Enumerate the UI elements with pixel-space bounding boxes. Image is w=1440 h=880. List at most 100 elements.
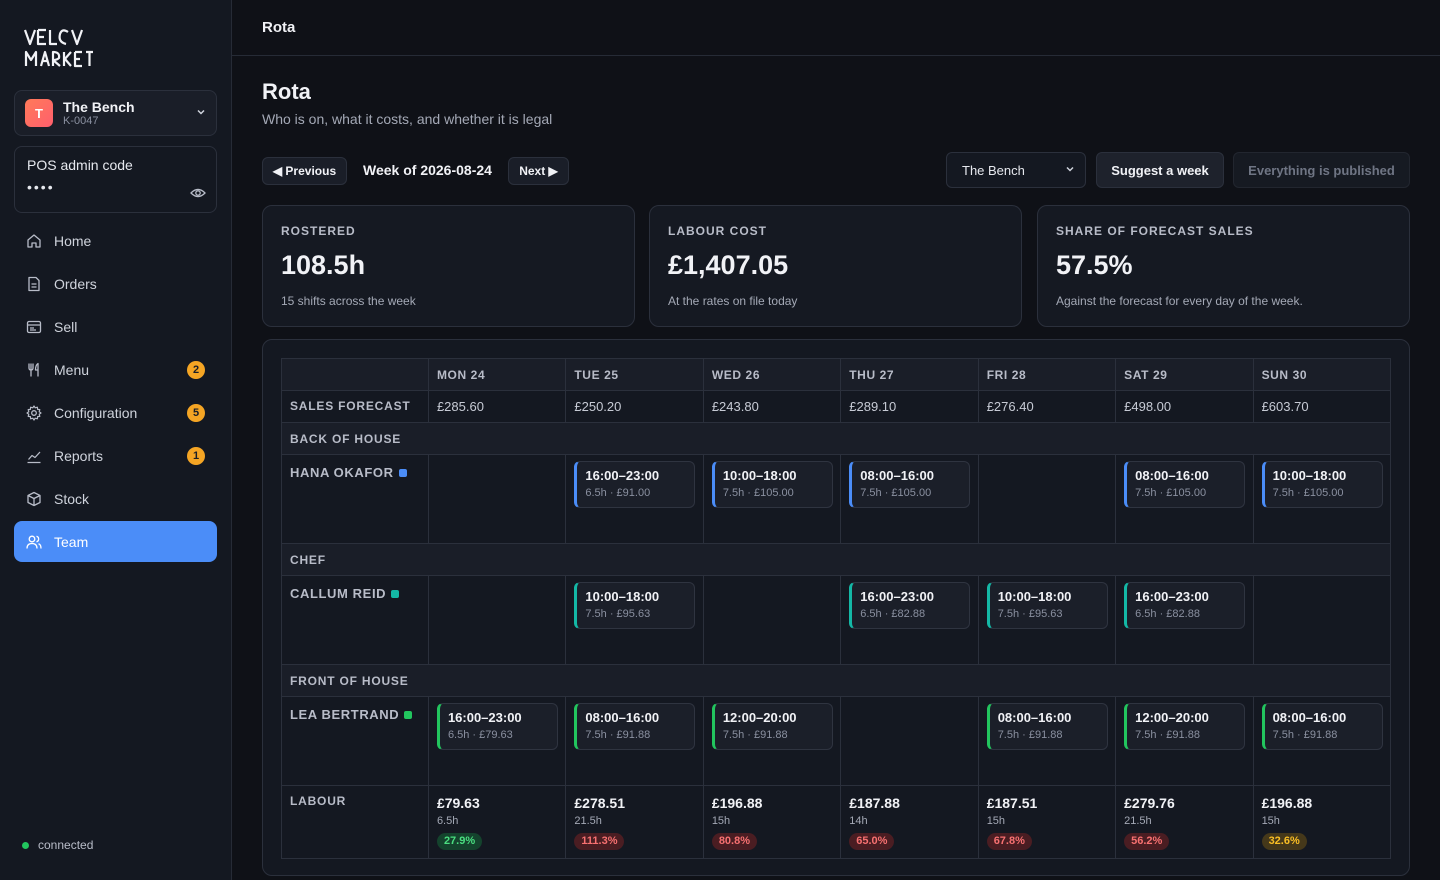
- day-header: SAT 29: [1116, 358, 1254, 390]
- brand-logo[interactable]: [22, 26, 94, 70]
- staff-name-cell[interactable]: LEA BERTRAND: [282, 696, 429, 785]
- labour-cell: £187.88 14h 65.0%: [841, 785, 979, 859]
- shift-cell[interactable]: 08:00–16:00 7.5h · £91.88: [566, 696, 704, 785]
- shift-card[interactable]: 08:00–16:00 7.5h · £91.88: [1261, 703, 1383, 750]
- shift-card[interactable]: 10:00–18:00 7.5h · £105.00: [1261, 461, 1383, 508]
- shift-cell[interactable]: 12:00–20:00 7.5h · £91.88: [1116, 696, 1254, 785]
- shift-cell[interactable]: [1253, 575, 1391, 664]
- shift-card[interactable]: 08:00–16:00 7.5h · £105.00: [849, 461, 971, 508]
- labour-share-badge: 56.2%: [1124, 833, 1170, 850]
- labour-cost: £196.88: [1261, 795, 1313, 811]
- sidebar-item-label: Stock: [54, 490, 90, 507]
- shift-cell[interactable]: 08:00–16:00 7.5h · £105.00: [1116, 454, 1254, 543]
- labour-row: LABOUR £79.63 6.5h 27.9% £278.51 21.5h 111.3% £…: [281, 785, 1391, 859]
- shift-meta: 7.5h · £91.88: [722, 729, 788, 741]
- sales-forecast-value: £289.10: [841, 390, 979, 422]
- shift-time: 10:00–18:00: [722, 468, 797, 483]
- shift-card[interactable]: 08:00–16:00 7.5h · £105.00: [1124, 461, 1246, 508]
- shift-cell[interactable]: [428, 454, 567, 543]
- shift-meta: 7.5h · £91.88: [1272, 729, 1338, 741]
- shift-cell[interactable]: 10:00–18:00 7.5h · £105.00: [1253, 454, 1391, 543]
- sidebar-item-sell[interactable]: Sell: [14, 306, 217, 347]
- shift-cell[interactable]: [703, 575, 842, 664]
- sales-forecast-value: £285.60: [428, 390, 567, 422]
- labour-share-badge: 111.3%: [574, 833, 625, 850]
- labour-cost: £187.51: [986, 795, 1038, 811]
- sales-forecast-label: SALES FORECAST: [282, 390, 429, 422]
- shift-time: 08:00–16:00: [860, 468, 934, 483]
- shift-card[interactable]: 16:00–23:00 6.5h · £79.63: [436, 703, 558, 750]
- labour-share-badge: 65.0%: [849, 833, 895, 850]
- next-week-button[interactable]: Next ▶: [508, 157, 569, 185]
- venue-select[interactable]: The Bench: [946, 152, 1086, 188]
- shift-cell[interactable]: 12:00–20:00 7.5h · £91.88: [703, 696, 842, 785]
- shift-cell[interactable]: 16:00–23:00 6.5h · £82.88: [841, 575, 979, 664]
- labour-hours: 14h: [849, 815, 868, 827]
- labour-cost: £79.63: [436, 795, 480, 811]
- shift-cell[interactable]: 10:00–18:00 7.5h · £95.63: [978, 575, 1117, 664]
- shift-card[interactable]: 08:00–16:00 7.5h · £91.88: [574, 703, 696, 750]
- labour-cost: £279.76: [1124, 795, 1175, 811]
- staff-row: HANA OKAFOR 16:00–23:00 6.5h · £91.00 10:00…: [281, 454, 1391, 543]
- eye-icon[interactable]: [190, 186, 206, 200]
- shift-card[interactable]: 16:00–23:00 6.5h · £91.00: [574, 461, 696, 508]
- venue-avatar: T: [25, 99, 53, 127]
- shift-card[interactable]: 12:00–20:00 7.5h · £91.88: [711, 703, 833, 750]
- sidebar-item-home[interactable]: Home: [14, 220, 217, 261]
- shift-card[interactable]: 08:00–16:00 7.5h · £91.88: [986, 703, 1108, 750]
- stat-note: At the rates on file today: [668, 294, 798, 308]
- page-title: Rota: [262, 79, 311, 104]
- sidebar-item-label: Menu: [54, 361, 90, 378]
- staff-name-cell[interactable]: CALLUM REID: [282, 575, 429, 664]
- gear-icon: [26, 404, 42, 421]
- users-icon: [26, 534, 42, 550]
- sidebar-item-stock[interactable]: Stock: [14, 478, 217, 519]
- shift-card[interactable]: 10:00–18:00 7.5h · £105.00: [711, 461, 833, 508]
- venue-select-value: The Bench: [962, 162, 1025, 178]
- previous-week-button[interactable]: ◀ Previous: [262, 157, 347, 185]
- shift-cell[interactable]: [978, 454, 1117, 543]
- sidebar-item-configuration[interactable]: Configuration 5: [14, 392, 217, 433]
- shift-cell[interactable]: 16:00–23:00 6.5h · £79.63: [428, 696, 567, 785]
- shift-time: 16:00–23:00: [447, 710, 522, 725]
- shift-time: 08:00–16:00: [585, 710, 660, 725]
- grid-header-corner: [282, 358, 429, 390]
- shift-cell[interactable]: [841, 696, 979, 785]
- shift-time: 16:00–23:00: [1135, 589, 1209, 604]
- shift-meta: 7.5h · £105.00: [1272, 487, 1344, 499]
- suggest-week-button[interactable]: Suggest a week: [1096, 152, 1224, 188]
- shift-time: 10:00–18:00: [1272, 468, 1347, 483]
- staff-name-cell[interactable]: HANA OKAFOR: [282, 454, 429, 543]
- shift-card[interactable]: 10:00–18:00 7.5h · £95.63: [986, 582, 1108, 629]
- venue-switcher[interactable]: T The Bench K-0047: [14, 90, 217, 136]
- connection-status: connected: [22, 838, 93, 852]
- shift-card[interactable]: 16:00–23:00 6.5h · £82.88: [849, 582, 971, 629]
- stat-value: 57.5%: [1056, 250, 1133, 280]
- sidebar-item-reports[interactable]: Reports 1: [14, 435, 217, 476]
- shift-cell[interactable]: 08:00–16:00 7.5h · £105.00: [841, 454, 979, 543]
- notification-badge: 2: [187, 360, 205, 379]
- shift-cell[interactable]: 08:00–16:00 7.5h · £91.88: [978, 696, 1117, 785]
- breadcrumb: Rota: [262, 19, 296, 36]
- shift-meta: 6.5h · £91.00: [585, 487, 651, 499]
- labour-hours: 21.5h: [574, 815, 602, 827]
- sidebar-item-label: Sell: [54, 318, 78, 335]
- shift-cell[interactable]: 16:00–23:00 6.5h · £91.00: [566, 454, 704, 543]
- day-header: TUE 25: [566, 358, 704, 390]
- shift-cell[interactable]: [428, 575, 567, 664]
- shift-cell[interactable]: 10:00–18:00 7.5h · £105.00: [703, 454, 842, 543]
- shift-cell[interactable]: 16:00–23:00 6.5h · £82.88: [1116, 575, 1254, 664]
- shift-card[interactable]: 16:00–23:00 6.5h · £82.88: [1124, 582, 1246, 629]
- shift-cell[interactable]: 10:00–18:00 7.5h · £95.63: [566, 575, 704, 664]
- sidebar-item-team[interactable]: Team: [14, 521, 217, 562]
- publish-status-button[interactable]: Everything is published: [1233, 152, 1410, 188]
- shift-meta: 7.5h · £95.63: [585, 608, 651, 620]
- venue-info: The Bench K-0047: [63, 99, 196, 127]
- shift-card[interactable]: 12:00–20:00 7.5h · £91.88: [1124, 703, 1246, 750]
- sidebar-item-menu[interactable]: Menu 2: [14, 349, 217, 390]
- staff-color-icon: [398, 469, 407, 477]
- sidebar-item-orders[interactable]: Orders: [14, 263, 217, 304]
- shift-cell[interactable]: 08:00–16:00 7.5h · £91.88: [1253, 696, 1391, 785]
- shift-card[interactable]: 10:00–18:00 7.5h · £95.63: [574, 582, 696, 629]
- topbar: Rota: [232, 0, 1440, 56]
